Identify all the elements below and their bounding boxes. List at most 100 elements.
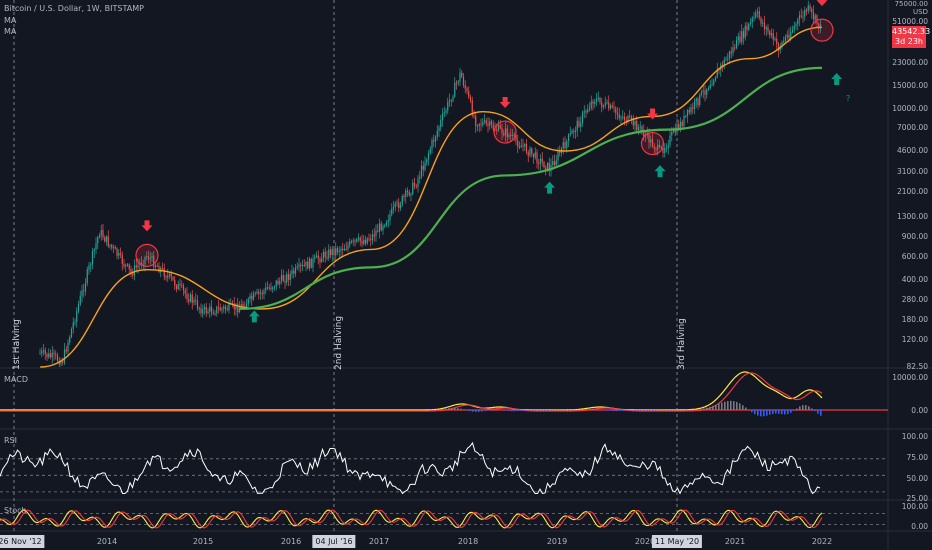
macd-histogram-bar [757, 410, 759, 416]
candle-body [174, 279, 176, 286]
candle-body [604, 102, 606, 106]
macd-panel-label[interactable]: MACD [4, 375, 28, 384]
macd-histogram-bar [586, 409, 588, 410]
candle-body [88, 265, 90, 270]
candle-body [342, 248, 344, 251]
candle-body [576, 120, 578, 131]
macd-histogram-bar [613, 410, 615, 412]
ma-label-long[interactable]: MA [4, 27, 17, 36]
macd-histogram-bar [541, 410, 543, 411]
candle-body [769, 31, 771, 36]
candle-body [520, 145, 522, 147]
macd-histogram-bar [706, 407, 708, 410]
candle-body [679, 121, 682, 130]
candle-body [63, 349, 66, 363]
stoch-panel-label[interactable]: Stoch [4, 506, 27, 515]
candle-body [100, 230, 102, 236]
price-tick-label: 400.00 [901, 275, 928, 284]
candle-body [475, 116, 477, 126]
macd-histogram-bar [451, 407, 453, 410]
candle-body [398, 202, 400, 209]
macd-histogram-bar [712, 405, 714, 410]
candle-body [742, 31, 745, 38]
macd-signal-line [0, 372, 823, 412]
candle-body [345, 248, 347, 250]
macd-histogram-bar [658, 409, 660, 411]
candle-body [60, 360, 62, 365]
macd-histogram-bar [433, 409, 435, 411]
sell-zone-circle [493, 120, 517, 144]
macd-histogram-bar [568, 409, 570, 411]
candle-body [688, 110, 690, 113]
macd-histogram-bar [736, 401, 738, 410]
time-tick-label: 2019 [546, 537, 568, 546]
candle-body [336, 248, 339, 253]
candle-body [776, 38, 778, 45]
macd-histogram-bar [679, 409, 681, 411]
candle-body [816, 15, 818, 24]
candle-body [151, 255, 153, 259]
macd-histogram-bar [574, 409, 576, 411]
candle-body [42, 350, 45, 352]
macd-histogram-bar [763, 410, 765, 417]
candle-body [597, 97, 599, 100]
candle-body [567, 134, 570, 142]
candle-body [179, 283, 181, 285]
halving-label-3: 3rd Halving [677, 318, 687, 370]
candle-body [168, 273, 171, 276]
candle-body [639, 126, 641, 128]
candle-body [721, 64, 724, 67]
candle-body [559, 151, 561, 154]
candle-body [352, 240, 354, 242]
macd-histogram-bar [538, 410, 540, 411]
currency-label: USD [913, 8, 928, 16]
price-tick-label: 3100.00 [896, 167, 928, 176]
macd-histogram-bar [502, 409, 504, 411]
candle-body [392, 206, 395, 209]
buy-arrow-icon [248, 310, 260, 323]
candle-body [601, 102, 603, 108]
candle-body [665, 147, 668, 149]
sell-arrow-icon [141, 220, 153, 232]
price-tick-label: 180.00 [901, 315, 928, 324]
macd-histogram-bar [529, 410, 531, 411]
macd-histogram-bar [721, 402, 723, 410]
candle-body [690, 107, 692, 113]
macd-histogram-bar [688, 409, 690, 411]
candle-body [713, 80, 715, 85]
buy-arrow-icon [654, 165, 666, 178]
candle-body [695, 98, 697, 102]
candle-body [454, 82, 456, 97]
candle-body [147, 256, 150, 260]
candle-body [413, 182, 416, 186]
candle-body [273, 286, 276, 288]
macd-histogram-bar [730, 400, 732, 410]
candle-body [709, 85, 711, 89]
candle-body [445, 110, 447, 113]
candle-body [650, 139, 652, 143]
candle-body [609, 105, 612, 109]
candle-body [251, 295, 253, 300]
macd-histogram-bar [637, 410, 639, 411]
price-tick-label: 1300.00 [896, 212, 928, 221]
ma-label-short[interactable]: MA [4, 16, 17, 25]
macd-histogram-bar [793, 410, 795, 411]
candle-body [420, 165, 423, 177]
candle-body [770, 33, 773, 36]
macd-histogram-bar [601, 409, 603, 411]
macd-histogram-bar [523, 410, 525, 411]
candle-body [424, 162, 426, 170]
candle-body [284, 280, 286, 283]
price-tick-label: 4600.00 [896, 146, 928, 155]
candle-body [814, 15, 816, 20]
rsi-panel-label[interactable]: RSI [4, 436, 17, 445]
macd-histogram-bar [670, 409, 672, 411]
indicator-tick-label: 0.00 [911, 406, 928, 415]
indicator-tick-label: 50.00 [906, 474, 928, 483]
candle-body [293, 270, 295, 274]
candle-body [805, 10, 808, 12]
candle-body [391, 208, 393, 215]
candle-body [142, 264, 144, 266]
candle-body [312, 258, 314, 268]
